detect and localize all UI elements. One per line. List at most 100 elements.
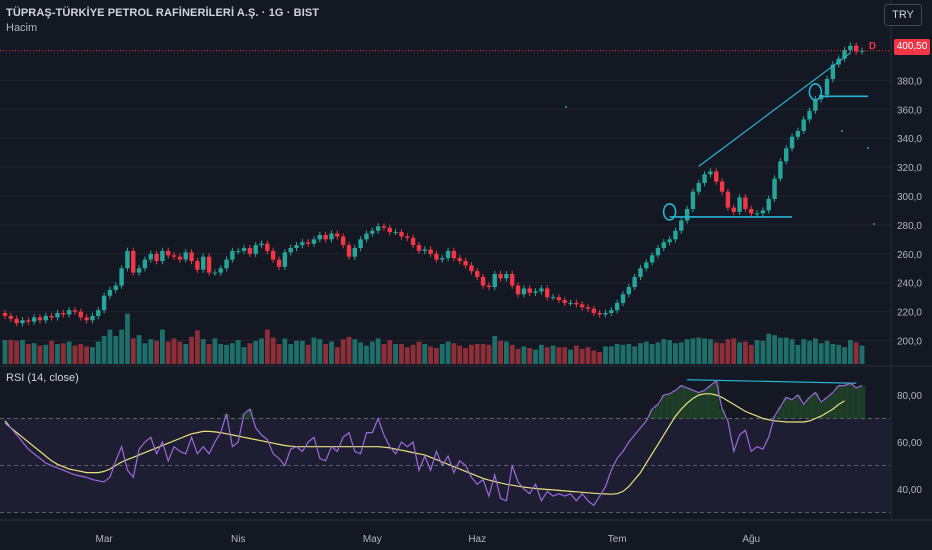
candle-body	[259, 243, 264, 246]
volume-bar	[364, 345, 369, 364]
volume-bar	[130, 338, 136, 364]
volume-bar	[247, 343, 253, 364]
marker-dot	[841, 130, 843, 132]
volume-bar	[597, 352, 603, 364]
candle-body	[848, 45, 853, 51]
candle-body	[96, 310, 101, 316]
volume-bar	[463, 348, 468, 364]
volume-bar	[603, 346, 608, 364]
volume-bar	[410, 344, 416, 364]
price-tick-label: 260,0	[897, 250, 922, 261]
candle-body	[288, 248, 293, 253]
candle-body	[527, 288, 532, 293]
volume-bar	[43, 344, 49, 364]
volume-bar	[31, 343, 37, 364]
volume-bar	[369, 341, 375, 364]
volume-bar	[486, 344, 492, 364]
volume-bar	[259, 338, 264, 364]
volume-bar	[760, 340, 766, 364]
volume-bar	[183, 344, 189, 364]
candle-body	[311, 239, 317, 244]
volume-bar	[329, 341, 334, 364]
candle-body	[486, 285, 492, 288]
volume-bar	[614, 344, 620, 364]
volume-bar	[282, 338, 288, 364]
candle-body	[853, 45, 859, 52]
volume-bar	[842, 347, 847, 364]
volume-bar	[515, 348, 521, 364]
candle-body	[20, 320, 25, 324]
candle-body	[212, 272, 218, 274]
candle-body	[166, 250, 171, 256]
candle-body	[445, 250, 451, 259]
volume-bar	[754, 340, 760, 364]
volume-bar	[807, 340, 812, 364]
candle-body	[300, 242, 305, 246]
time-tick-label: Tem	[608, 534, 627, 545]
candle-body	[813, 99, 818, 111]
volume-bar	[719, 343, 725, 364]
drawing-tools-layer[interactable]	[662, 52, 868, 384]
volume-bar	[457, 345, 463, 364]
candle-body	[568, 302, 573, 304]
candle-body	[807, 110, 812, 120]
candle-body	[498, 274, 503, 279]
candle-body	[824, 78, 830, 95]
candle-body	[679, 220, 684, 231]
volume-bar	[154, 340, 159, 364]
candle-body	[241, 248, 247, 251]
volume-bar	[264, 329, 270, 364]
candle-body	[603, 313, 608, 315]
rsi-indicator-label[interactable]: RSI (14, close)	[6, 372, 79, 384]
dividend-marker[interactable]: D	[868, 41, 877, 52]
candle-body	[457, 258, 462, 262]
candle-body	[574, 302, 579, 305]
candle-body	[206, 256, 212, 273]
volume-bar	[399, 344, 404, 364]
candle-body	[597, 313, 602, 315]
axis-labels: 200,0 220,0 240,0 260,0 280,0 300,0 320,0 340,0…	[95, 76, 922, 545]
volume-bar	[358, 342, 364, 364]
volume-bar	[381, 344, 387, 364]
volume-bar	[795, 344, 801, 364]
volume-bar	[241, 347, 247, 364]
candle-body	[649, 255, 655, 263]
candle-body	[778, 161, 783, 179]
volume-bar	[218, 344, 224, 364]
price-tick-label: 240,0	[897, 279, 922, 290]
candle-body	[131, 250, 136, 273]
candle-body	[714, 171, 719, 182]
volume-bar	[725, 339, 731, 364]
candle-body	[475, 271, 480, 277]
candle-body	[661, 242, 666, 249]
candle-body	[230, 250, 235, 260]
volume-bar	[474, 344, 480, 364]
volume-indicator-label[interactable]: Hacim	[6, 22, 38, 34]
volume-bar	[60, 343, 66, 364]
volume-bar	[480, 344, 486, 364]
candle-body	[416, 245, 422, 251]
volume-bar	[323, 344, 329, 364]
volume-bar	[95, 341, 101, 364]
volume-bar	[777, 337, 783, 364]
candle-body	[749, 209, 754, 214]
currency-button[interactable]: TRY	[884, 4, 922, 26]
candle-body	[265, 243, 270, 251]
candle-body	[381, 226, 387, 228]
candle-body	[323, 235, 328, 240]
volume-bar	[638, 343, 643, 364]
volume-bar	[591, 350, 597, 364]
volume-bar	[818, 343, 824, 364]
candle-body	[690, 191, 696, 210]
volume-bar	[498, 340, 503, 364]
candle-body	[294, 245, 299, 249]
volume-bar	[690, 338, 696, 364]
candle-body	[61, 313, 66, 315]
candle-body	[2, 313, 8, 316]
time-tick-label: Mar	[95, 534, 113, 545]
candle-body	[696, 182, 701, 192]
candle-body	[521, 288, 527, 295]
trend-line-drawing	[698, 52, 851, 167]
